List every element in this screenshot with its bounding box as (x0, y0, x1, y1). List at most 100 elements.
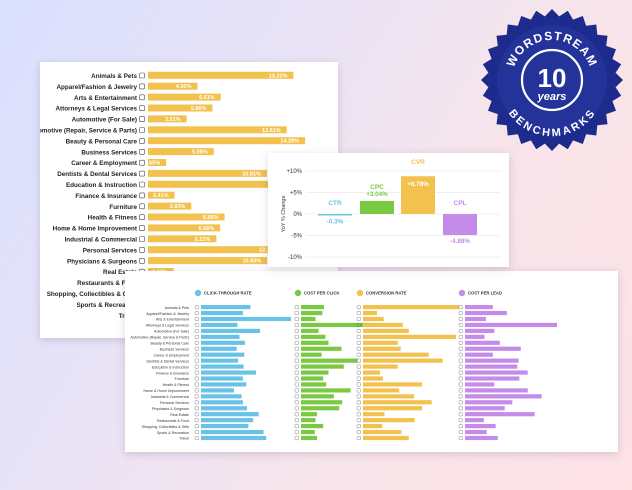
bar (201, 328, 261, 333)
tick-label: 0% (293, 212, 302, 218)
bar (201, 316, 291, 322)
bar (201, 388, 234, 393)
bar (363, 358, 443, 363)
bar (363, 340, 398, 345)
row-icon (294, 317, 299, 321)
row-icon (294, 394, 299, 399)
row-icon (356, 388, 361, 393)
row-icon (194, 412, 199, 417)
row-icon (356, 329, 361, 333)
category-icon (139, 192, 145, 199)
category-label: Education & Instruction (152, 365, 189, 369)
bar (148, 257, 268, 265)
bar (201, 418, 254, 423)
bar (301, 424, 324, 429)
row-icon (294, 382, 299, 387)
yoy-change-chart-card: +10% +5% 0% -5% -10% YoY % Change CTR -0.3% CPC +… (268, 153, 509, 267)
category-icon (139, 83, 145, 90)
bar (201, 358, 239, 363)
row-icon (458, 305, 463, 310)
bar (148, 224, 221, 232)
category-label: Apparel/Fashion & Jewelry (57, 84, 138, 91)
row-icon (356, 370, 361, 375)
category-label: Furniture (109, 204, 137, 211)
row-icon (458, 430, 463, 435)
bar (363, 412, 385, 417)
row-icon (194, 436, 199, 441)
row-icon (458, 424, 463, 429)
value-label: 1.65% (145, 161, 161, 167)
row-icon (458, 317, 463, 321)
bar (148, 126, 287, 134)
row-icon (458, 364, 463, 369)
row-icon (356, 317, 361, 321)
category-icon (139, 170, 145, 177)
value-label: 2.41% (153, 193, 169, 199)
category-icon (139, 116, 145, 122)
panel-icon (294, 289, 302, 297)
bar (465, 406, 505, 411)
row-icon (458, 334, 463, 339)
row-icon (194, 370, 199, 375)
row-icon (458, 406, 463, 411)
value-label: 10.81% (242, 171, 261, 177)
category-label: Health & Fitness (88, 215, 138, 222)
category-label: Education & Instruction (66, 182, 137, 189)
category-label: Animals & Pets (91, 73, 137, 80)
bar (465, 388, 528, 393)
bar (465, 340, 500, 345)
value-label: 14.28% (280, 139, 299, 145)
row-icon (194, 406, 199, 411)
row-icon (194, 394, 199, 399)
bar (301, 305, 324, 310)
bar (201, 334, 240, 339)
row-icon (194, 305, 199, 310)
bar (148, 235, 217, 243)
category-label: Career & Employment (71, 160, 138, 167)
category-label: Personal Services (160, 401, 189, 405)
bar (363, 382, 423, 387)
value-label: 3.93% (170, 204, 186, 210)
bar (301, 316, 316, 322)
bar (443, 214, 477, 235)
row-icon (356, 424, 361, 429)
category-label: Attorneys & Legal Services (146, 324, 189, 328)
row-icon (294, 412, 299, 417)
value-label: 3.51% (165, 117, 181, 123)
row-icon (194, 323, 199, 327)
row-icon (458, 412, 463, 417)
bar (363, 376, 383, 381)
row-icon (356, 406, 361, 411)
bar (363, 406, 423, 411)
bar (301, 376, 324, 381)
tick-label: -5% (291, 234, 302, 240)
bar (363, 435, 409, 441)
row-icon (194, 329, 199, 333)
bar (301, 406, 340, 411)
bar (148, 104, 213, 112)
row-icon (356, 364, 361, 369)
row-icon (294, 364, 299, 369)
category-label: Animals & Pets (165, 306, 190, 310)
bar (148, 148, 214, 156)
value-label: 6.96% (203, 215, 219, 221)
bar (301, 435, 318, 441)
bar (148, 115, 187, 123)
bar (201, 406, 248, 411)
row-icon (294, 424, 299, 429)
row-icon (356, 352, 361, 357)
category-label: Home & Home Improvement (53, 226, 138, 233)
panel-icon (194, 289, 202, 297)
category-icon (139, 181, 145, 188)
category-label: Restaurants & Food (157, 419, 189, 423)
category-label: Health & Fitness (163, 383, 190, 387)
row-icon (294, 311, 299, 316)
category-label: Industrial & Commercial (65, 237, 138, 244)
category-label: Furniture (175, 377, 189, 381)
bar (465, 328, 495, 333)
category-label: CPL (454, 200, 467, 207)
badge-number: 10 (538, 63, 567, 93)
category-icon (139, 138, 145, 144)
bar (360, 200, 394, 214)
bar (465, 352, 493, 357)
